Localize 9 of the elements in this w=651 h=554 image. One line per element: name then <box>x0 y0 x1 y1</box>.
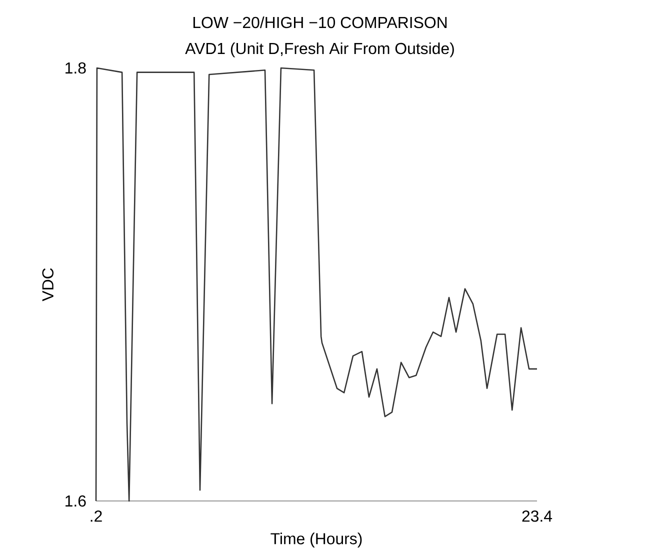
x-tick-label: 23.4 <box>522 510 552 522</box>
y-tick-label: 1.8 <box>66 62 86 74</box>
chart-subtitle: AVD1 (Unit D,Fresh Air From Outside) <box>185 42 454 58</box>
x-axis-title: Time (Hours) <box>270 532 362 548</box>
chart-title: LOW −20/HIGH −10 COMPARISON <box>193 16 447 28</box>
x-tick-label: .2 <box>90 510 102 522</box>
y-axis-title: VDC <box>42 268 54 302</box>
line-series <box>95 67 538 502</box>
y-tick-label: 1.6 <box>66 495 86 507</box>
